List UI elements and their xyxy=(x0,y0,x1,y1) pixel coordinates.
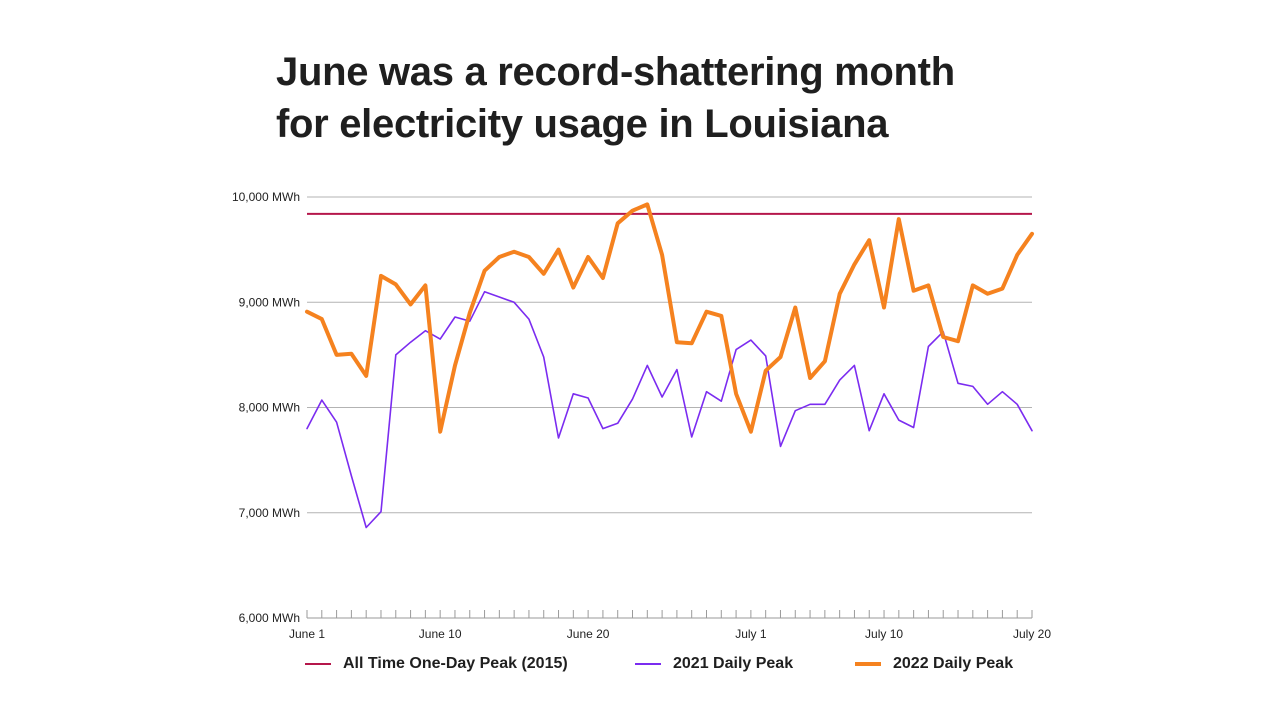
gridlines xyxy=(307,196,1032,514)
chart-title-line-2: for electricity usage in Louisiana xyxy=(276,102,889,146)
legend-item-2022: 2022 Daily Peak xyxy=(855,650,1013,678)
x-tick-label: June 20 xyxy=(567,627,610,641)
series-line-2021 xyxy=(306,290,1033,529)
x-tick-label: June 1 xyxy=(289,627,325,641)
x-tick-label: July 10 xyxy=(865,627,903,641)
x-tick-label: July 20 xyxy=(1013,627,1051,641)
chart-title-line-1: June was a record-shattering month xyxy=(276,50,955,94)
legend-label-2022: 2022 Daily Peak xyxy=(893,655,1014,672)
axis-labels: 10,000 MWh 9,000 MWh 8,000 MWh 7,000 MWh 6,0… xyxy=(232,190,1051,641)
y-tick-label-8000: 8,000 MWh xyxy=(239,401,300,415)
y-tick-label-6000: 6,000 MWh xyxy=(239,611,300,625)
x-tick-label: July 1 xyxy=(735,627,767,641)
legend-label-2021: 2021 Daily Peak xyxy=(673,655,794,672)
legend-item-2021: 2021 Daily Peak xyxy=(635,650,793,678)
y-tick-label-7000: 7,000 MWh xyxy=(239,506,300,520)
legend-item-all-time-peak: All Time One-Day Peak (2015) xyxy=(305,650,568,678)
legend-swatch-all-time-peak xyxy=(305,663,331,665)
x-tick-label: June 10 xyxy=(419,627,462,641)
legend-swatch-2021 xyxy=(635,663,661,665)
legend-swatch-2022 xyxy=(855,662,881,666)
chart-title: June was a record-shattering month for e… xyxy=(276,46,1076,150)
y-tick-label-9000: 9,000 MWh xyxy=(239,295,300,309)
legend: All Time One-Day Peak (2015) 2021 Daily … xyxy=(305,650,1045,678)
legend-label-all-time-peak: All Time One-Day Peak (2015) xyxy=(343,655,568,672)
x-axis xyxy=(306,610,1033,619)
series-layer xyxy=(305,202,1034,529)
y-tick-label-10000: 10,000 MWh xyxy=(232,190,300,204)
series-line-2022 xyxy=(305,202,1034,434)
